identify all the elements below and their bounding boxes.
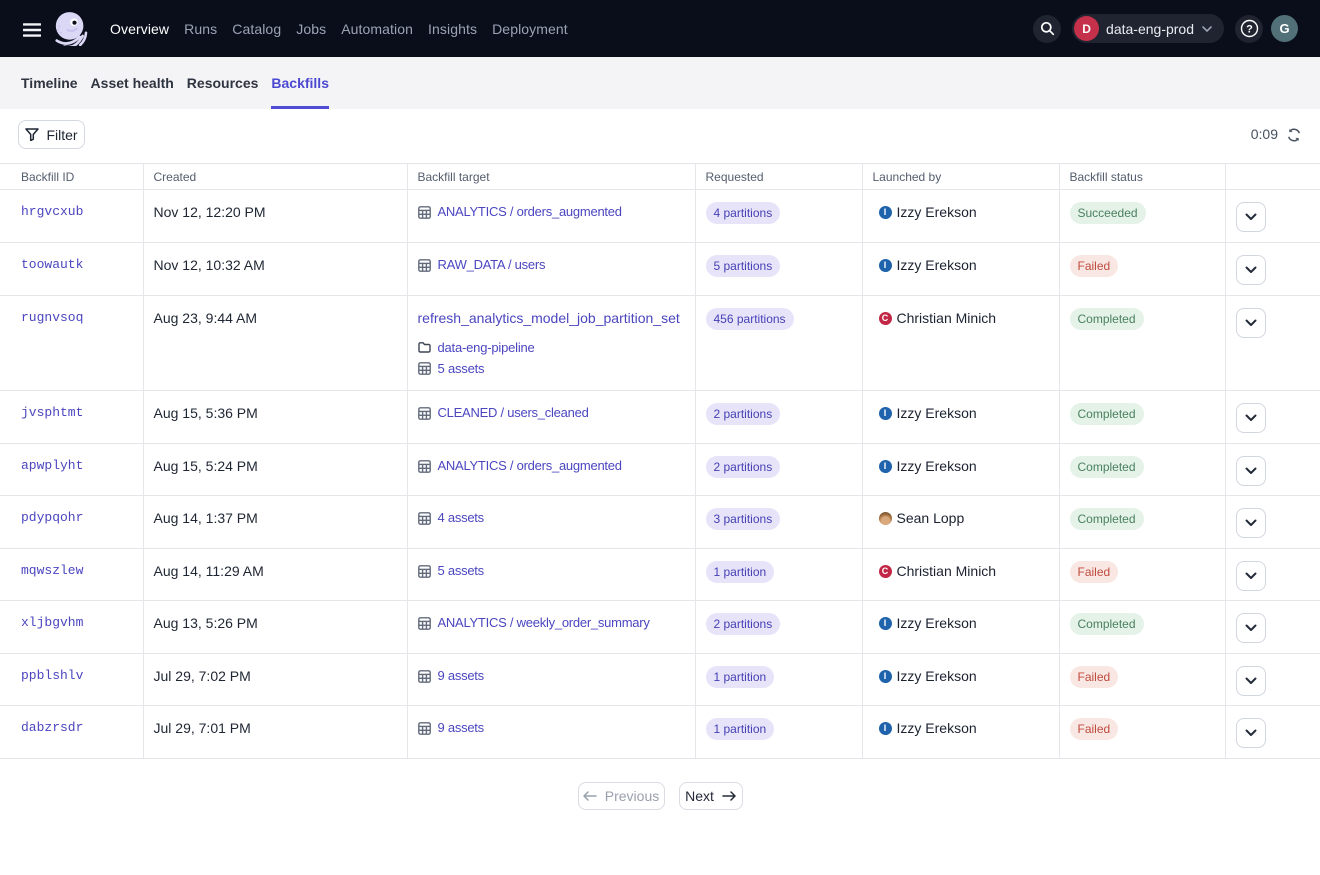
svg-text:?: ? — [1246, 23, 1253, 35]
